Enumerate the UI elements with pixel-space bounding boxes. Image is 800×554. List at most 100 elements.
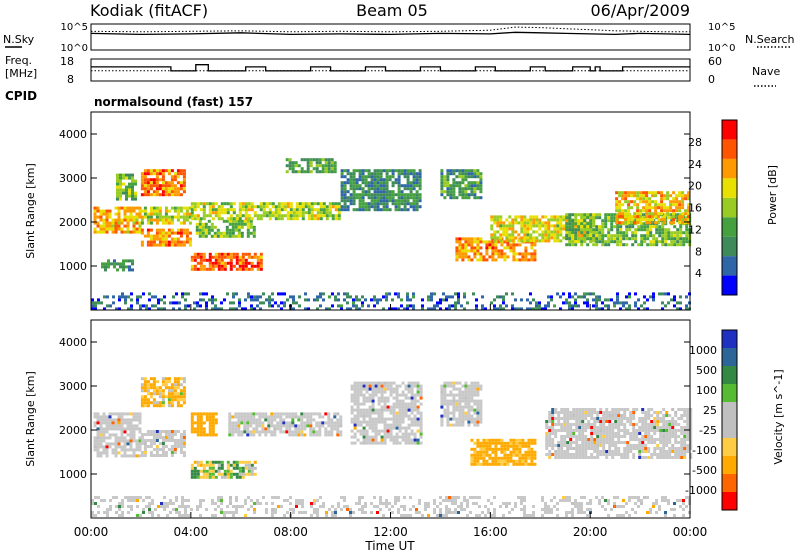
velocity-echo-cell <box>202 472 206 476</box>
velocity-echo-cell <box>527 450 531 454</box>
velocity-echo-cell <box>228 415 232 419</box>
velocity-echo-cell <box>617 417 621 420</box>
velocity-echo-cell <box>211 415 215 419</box>
power-echo-cell <box>538 304 541 308</box>
velocity-echo-cell <box>383 423 387 427</box>
velocity-echo-cell <box>551 417 555 420</box>
power-echo-cell <box>182 243 186 247</box>
power-echo-cell <box>682 231 686 235</box>
power-echo-cell <box>571 231 575 235</box>
velocity-echo-cell <box>476 399 480 403</box>
velocity-echo-cell <box>380 399 384 403</box>
velocity-echo-cell <box>167 439 171 442</box>
velocity-echo-cell <box>190 430 194 434</box>
power-echo-cell <box>580 295 583 299</box>
power-echo-cell <box>158 243 162 247</box>
velocity-echo-cell <box>120 445 124 449</box>
power-echo-cell <box>370 184 374 188</box>
velocity-echo-cell <box>602 414 606 417</box>
velocity-echo-cell <box>362 408 366 412</box>
power-echo-cell <box>214 264 218 268</box>
velocity-echo-cell <box>374 387 378 391</box>
power-echo-cell <box>173 172 177 176</box>
power-echo-cell <box>493 239 497 243</box>
power-echo-cell <box>512 249 516 253</box>
power-echo-cell <box>494 243 498 247</box>
power-echo-cell <box>99 218 103 222</box>
power-echo-cell <box>604 234 608 238</box>
power-echo-cell <box>532 307 535 311</box>
power-echo-cell <box>289 295 292 299</box>
velocity-echo-cell <box>167 395 171 399</box>
power-echo-cell <box>173 193 177 197</box>
power-echo-cell <box>310 208 314 212</box>
velocity-echo-cell <box>569 456 573 459</box>
velocity-echo-cell <box>246 412 250 416</box>
power-echo-cell <box>610 225 614 229</box>
power-echo-cell <box>370 196 374 200</box>
power-echo-cell <box>196 214 200 218</box>
power-echo-cell <box>304 202 308 206</box>
velocity-echo-cell <box>566 450 570 453</box>
velocity-echo-cell <box>359 420 363 424</box>
power-echo-cell <box>316 211 320 215</box>
power-echo-cell <box>610 234 614 238</box>
power-echo-cell <box>592 231 596 235</box>
power-echo-cell <box>670 213 674 217</box>
power-echo-cell <box>443 178 447 182</box>
velocity-echo-cell <box>656 420 660 423</box>
power-echo-cell <box>167 218 171 222</box>
power-echo-cell <box>268 298 271 302</box>
power-echo-cell <box>403 175 407 179</box>
power-echo-cell <box>464 243 468 247</box>
power-colorbar-tick: 4 <box>695 267 702 280</box>
velocity-echo-cell <box>401 402 405 406</box>
power-echo-cell <box>592 219 596 223</box>
power-echo-cell <box>198 231 202 235</box>
power-echo-cell <box>352 190 356 194</box>
power-echo-cell <box>412 178 416 182</box>
power-echo-cell <box>479 175 483 179</box>
power-echo-cell <box>388 292 391 296</box>
velocity-echo-cell <box>149 454 153 457</box>
velocity-echo-cell <box>608 432 612 435</box>
power-echo-cell <box>244 267 248 271</box>
velocity-echo-cell <box>309 427 313 431</box>
velocity-echo-cell <box>575 411 579 414</box>
velocity-echo-cell <box>208 424 212 428</box>
velocity-echo-cell <box>515 447 519 451</box>
velocity-echo-cell <box>545 423 549 426</box>
velocity-echo-cell <box>371 399 375 403</box>
power-echo-cell <box>170 240 174 244</box>
velocity-echo-cell <box>152 401 156 405</box>
velocity-echo-cell <box>155 433 159 436</box>
power-echo-cell <box>382 208 386 212</box>
power-echo-cell <box>303 158 307 162</box>
power-echo-cell <box>672 212 676 216</box>
power-echo-cell <box>586 298 589 302</box>
power-echo-cell <box>130 292 133 296</box>
velocity-echo-cell <box>202 433 206 437</box>
velocity-echo-cell <box>503 456 507 460</box>
power-echo-cell <box>111 230 115 234</box>
noise-right-tick-top: 10^5 <box>708 22 735 33</box>
velocity-echo-cell <box>120 436 124 440</box>
velocity-echo-cell <box>214 475 218 479</box>
power-echo-cell <box>676 307 679 311</box>
velocity-echo-cell <box>258 433 262 437</box>
power-echo-cell <box>455 184 459 188</box>
velocity-echo-cell <box>623 432 627 435</box>
power-echo-cell <box>121 292 124 296</box>
power-echo-cell <box>193 255 197 259</box>
power-echo-cell <box>574 243 578 247</box>
power-echo-cell <box>446 193 450 197</box>
power-echo-cell <box>131 259 134 263</box>
velocity-echo-cell <box>617 447 621 450</box>
velocity-echo-cell <box>443 399 447 403</box>
power-echo-cell <box>196 261 200 265</box>
power-echo-cell <box>646 234 650 238</box>
velocity-echo-cell <box>404 438 408 442</box>
velocity-echo-cell <box>228 433 232 437</box>
power-echo-cell <box>289 205 293 209</box>
velocity-echo-cell <box>395 417 399 421</box>
